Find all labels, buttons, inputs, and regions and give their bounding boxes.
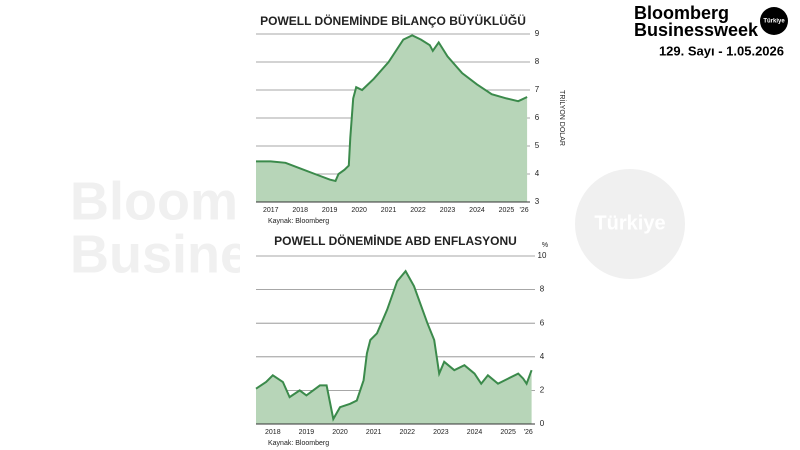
x-tick-label: 2021 (366, 429, 382, 436)
y-tick-label: 7 (535, 85, 540, 94)
edition-badge (760, 7, 788, 35)
area (256, 271, 532, 424)
x-tick-label: 2024 (469, 207, 485, 214)
line (256, 34, 528, 183)
watermark-edition: Türkiye (594, 212, 665, 234)
x-tick-label: 2023 (440, 207, 456, 214)
x-tick-label: 2019 (299, 429, 315, 436)
y-tick-label: 6 (535, 113, 540, 122)
watermark-brand: Businessweek (70, 224, 443, 284)
y-axis-label: TRİLYON DOLAR (558, 90, 567, 146)
watermark: Bloomberg Businessweek (70, 171, 443, 284)
y-tick-label: 9 (535, 29, 540, 38)
issue-info: 129. Sayı - 1.05.2026 (659, 43, 784, 58)
watermark-brand: Bloomberg (70, 171, 355, 231)
x-tick-label: 2018 (292, 207, 308, 214)
x-tick-label: 2020 (332, 429, 348, 436)
y-tick-label: 6 (540, 318, 545, 327)
x-tick-label: 2024 (467, 429, 483, 436)
brand-name: Bloomberg (634, 3, 729, 23)
brand-name: Businessweek (634, 20, 759, 40)
y-axis-label: % (542, 242, 548, 249)
chart-title: POWELL DÖNEMİNDE BİLANÇO BÜYÜKLÜĞÜ (260, 13, 526, 28)
line (255, 269, 533, 422)
x-tick-label: 2025 (499, 207, 515, 214)
y-tick-label: 5 (535, 141, 540, 150)
y-tick-label: 8 (535, 57, 540, 66)
edition-label: Türkiye (763, 19, 785, 25)
source-note: Kaynak: Bloomberg (268, 218, 329, 225)
watermark-circle (575, 169, 685, 279)
y-tick-label: 2 (540, 386, 545, 395)
y-tick-label: 8 (540, 285, 545, 294)
x-tick-label: '26 (520, 207, 529, 214)
area (256, 35, 528, 203)
y-tick-label: 3 (535, 197, 540, 206)
x-tick-label: 2018 (265, 429, 281, 436)
x-tick-label: 2017 (263, 207, 279, 214)
x-tick-label: 2022 (410, 207, 426, 214)
x-tick-label: 2023 (433, 429, 449, 436)
y-tick-label: 0 (540, 419, 545, 428)
chart-title: POWELL DÖNEMİNDE ABD ENFLASYONU (274, 233, 517, 248)
x-tick-label: 2019 (322, 207, 338, 214)
y-tick-label: 10 (538, 251, 547, 260)
y-tick-label: 4 (540, 352, 545, 361)
x-tick-label: '26 (524, 429, 533, 436)
x-tick-label: 2020 (351, 207, 367, 214)
x-tick-label: 2021 (381, 207, 397, 214)
x-tick-label: 2022 (399, 429, 415, 436)
x-tick-label: 2025 (500, 429, 516, 436)
y-tick-label: 4 (535, 169, 540, 178)
source-note: Kaynak: Bloomberg (268, 440, 329, 447)
